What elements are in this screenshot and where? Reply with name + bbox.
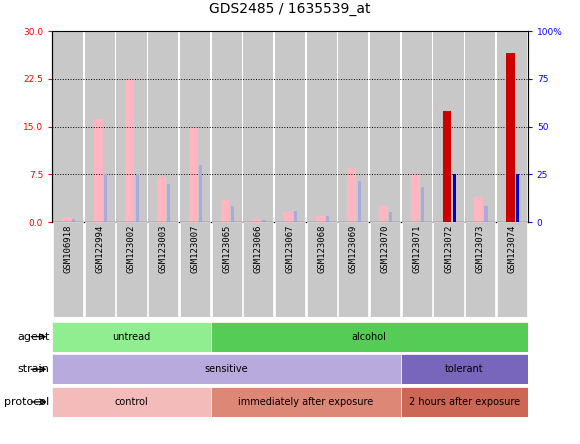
Bar bbox=[220, 200, 230, 222]
Bar bbox=[326, 216, 329, 222]
Bar bbox=[125, 79, 135, 222]
Text: GSM122994: GSM122994 bbox=[95, 225, 104, 273]
Bar bbox=[443, 111, 451, 222]
Bar bbox=[180, 31, 210, 222]
Text: GSM123070: GSM123070 bbox=[380, 225, 390, 273]
Bar bbox=[189, 127, 198, 222]
Bar bbox=[275, 31, 305, 222]
Bar bbox=[72, 219, 75, 222]
FancyBboxPatch shape bbox=[148, 222, 178, 317]
Bar bbox=[212, 31, 242, 222]
Text: GSM123003: GSM123003 bbox=[159, 225, 168, 273]
Text: GSM123067: GSM123067 bbox=[285, 225, 295, 273]
Bar bbox=[262, 220, 266, 222]
Bar bbox=[316, 216, 325, 222]
Bar bbox=[294, 210, 298, 222]
FancyBboxPatch shape bbox=[243, 222, 273, 317]
FancyBboxPatch shape bbox=[307, 222, 337, 317]
Bar bbox=[389, 213, 393, 222]
Text: GSM123073: GSM123073 bbox=[476, 225, 485, 273]
Text: sensitive: sensitive bbox=[205, 365, 248, 374]
Text: GSM123007: GSM123007 bbox=[190, 225, 200, 273]
Text: protocol: protocol bbox=[4, 397, 49, 407]
Bar bbox=[199, 165, 202, 222]
Bar bbox=[452, 174, 456, 222]
Bar bbox=[117, 31, 147, 222]
Bar bbox=[465, 31, 495, 222]
Bar bbox=[433, 31, 463, 222]
FancyBboxPatch shape bbox=[275, 222, 305, 317]
Bar bbox=[53, 31, 83, 222]
Bar bbox=[484, 206, 488, 222]
Bar bbox=[338, 31, 368, 222]
FancyBboxPatch shape bbox=[85, 222, 115, 317]
FancyBboxPatch shape bbox=[53, 222, 83, 317]
Text: agent: agent bbox=[17, 332, 49, 342]
FancyBboxPatch shape bbox=[180, 222, 210, 317]
Bar bbox=[357, 181, 361, 222]
Text: GSM123074: GSM123074 bbox=[508, 225, 516, 273]
FancyBboxPatch shape bbox=[497, 222, 527, 317]
FancyBboxPatch shape bbox=[212, 222, 242, 317]
Text: 2 hours after exposure: 2 hours after exposure bbox=[409, 397, 520, 407]
FancyBboxPatch shape bbox=[401, 354, 528, 385]
Bar bbox=[307, 31, 337, 222]
Text: strain: strain bbox=[17, 365, 49, 374]
FancyBboxPatch shape bbox=[402, 222, 432, 317]
Bar bbox=[85, 31, 115, 222]
Text: GSM123069: GSM123069 bbox=[349, 225, 358, 273]
Bar bbox=[136, 174, 139, 222]
Bar bbox=[497, 31, 527, 222]
Bar bbox=[104, 174, 107, 222]
Bar bbox=[347, 168, 356, 222]
Bar bbox=[167, 184, 171, 222]
Text: GSM123068: GSM123068 bbox=[317, 225, 326, 273]
Bar bbox=[252, 219, 261, 222]
Text: GSM123072: GSM123072 bbox=[444, 225, 453, 273]
Text: GSM123065: GSM123065 bbox=[222, 225, 231, 273]
Bar bbox=[516, 174, 519, 222]
Bar bbox=[231, 206, 234, 222]
Bar bbox=[370, 31, 400, 222]
FancyBboxPatch shape bbox=[52, 322, 211, 352]
Bar bbox=[506, 53, 515, 222]
Bar bbox=[402, 31, 432, 222]
FancyBboxPatch shape bbox=[211, 387, 401, 417]
Text: GSM123002: GSM123002 bbox=[127, 225, 136, 273]
FancyBboxPatch shape bbox=[370, 222, 400, 317]
Text: GSM106918: GSM106918 bbox=[64, 225, 72, 273]
Bar bbox=[379, 206, 388, 222]
Bar bbox=[62, 217, 71, 222]
Text: control: control bbox=[115, 397, 148, 407]
FancyBboxPatch shape bbox=[338, 222, 368, 317]
FancyBboxPatch shape bbox=[52, 387, 211, 417]
Bar bbox=[94, 119, 103, 222]
Bar bbox=[411, 174, 420, 222]
FancyBboxPatch shape bbox=[401, 387, 528, 417]
FancyBboxPatch shape bbox=[211, 322, 528, 352]
Text: alcohol: alcohol bbox=[352, 332, 387, 342]
FancyBboxPatch shape bbox=[465, 222, 495, 317]
Bar bbox=[474, 197, 483, 222]
Bar bbox=[421, 187, 424, 222]
Bar bbox=[148, 31, 178, 222]
Bar bbox=[284, 213, 293, 222]
Text: GDS2485 / 1635539_at: GDS2485 / 1635539_at bbox=[209, 1, 371, 16]
FancyBboxPatch shape bbox=[117, 222, 147, 317]
Text: immediately after exposure: immediately after exposure bbox=[238, 397, 374, 407]
Text: GSM123066: GSM123066 bbox=[254, 225, 263, 273]
FancyBboxPatch shape bbox=[433, 222, 463, 317]
FancyBboxPatch shape bbox=[52, 354, 401, 385]
Bar bbox=[243, 31, 273, 222]
Text: untread: untread bbox=[113, 332, 151, 342]
Text: tolerant: tolerant bbox=[445, 365, 484, 374]
Bar bbox=[157, 178, 166, 222]
Text: GSM123071: GSM123071 bbox=[412, 225, 421, 273]
